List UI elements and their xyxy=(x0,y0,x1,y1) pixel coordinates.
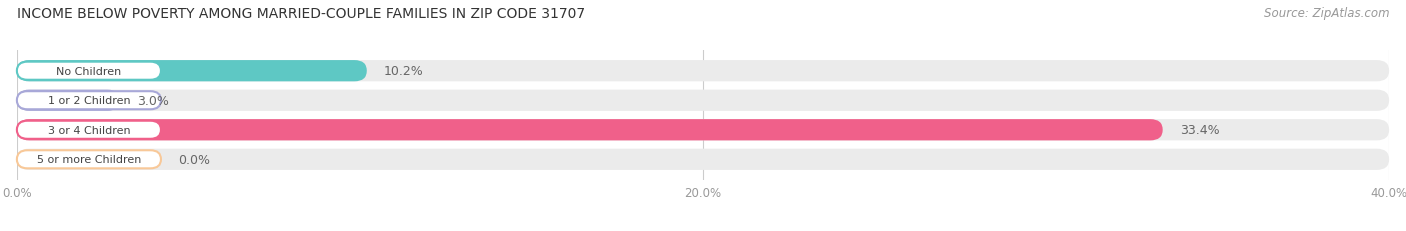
Text: No Children: No Children xyxy=(56,67,121,76)
Text: INCOME BELOW POVERTY AMONG MARRIED-COUPLE FAMILIES IN ZIP CODE 31707: INCOME BELOW POVERTY AMONG MARRIED-COUPL… xyxy=(17,7,585,21)
Text: Source: ZipAtlas.com: Source: ZipAtlas.com xyxy=(1264,7,1389,20)
FancyBboxPatch shape xyxy=(17,149,1389,170)
FancyBboxPatch shape xyxy=(17,61,1389,82)
FancyBboxPatch shape xyxy=(17,92,160,110)
Text: 3 or 4 Children: 3 or 4 Children xyxy=(48,125,131,135)
Text: 33.4%: 33.4% xyxy=(1180,124,1219,137)
FancyBboxPatch shape xyxy=(17,121,160,139)
FancyBboxPatch shape xyxy=(17,61,367,82)
FancyBboxPatch shape xyxy=(17,120,1163,141)
FancyBboxPatch shape xyxy=(17,90,120,111)
Text: 1 or 2 Children: 1 or 2 Children xyxy=(48,96,131,106)
Text: 0.0%: 0.0% xyxy=(179,153,209,166)
Text: 10.2%: 10.2% xyxy=(384,65,423,78)
Text: 5 or more Children: 5 or more Children xyxy=(37,155,141,164)
FancyBboxPatch shape xyxy=(17,90,1389,111)
Text: 3.0%: 3.0% xyxy=(136,94,169,107)
FancyBboxPatch shape xyxy=(17,151,160,169)
FancyBboxPatch shape xyxy=(17,62,160,80)
FancyBboxPatch shape xyxy=(17,120,1389,141)
